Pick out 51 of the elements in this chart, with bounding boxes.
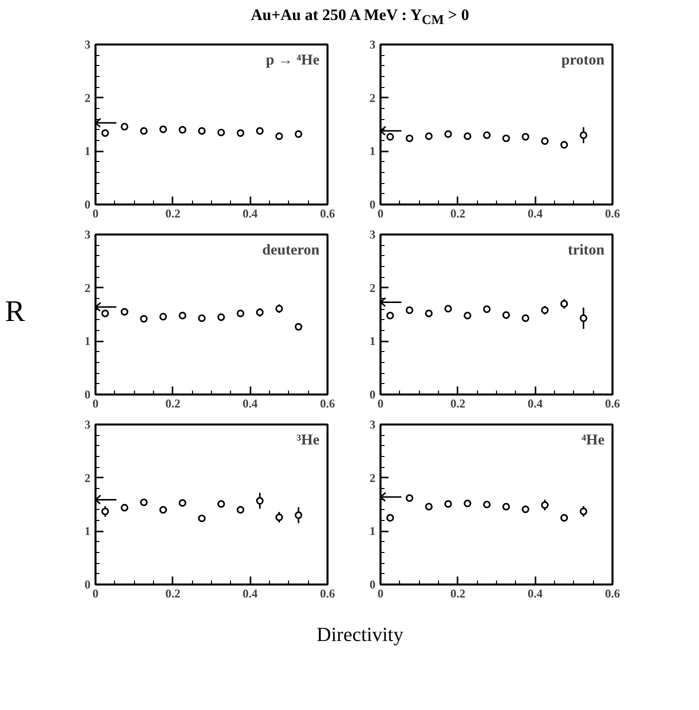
annotation: p → ⁴He [266,52,320,68]
y-tick-label: 1 [84,334,90,348]
y-tick-label: 2 [370,90,376,105]
x-tick-label: 0.2 [165,586,180,600]
y-axis-title: R [5,294,26,330]
x-tick-label: 0.4 [242,396,258,410]
x-tick-label: 0.4 [242,206,258,220]
y-tick-label: 0 [370,578,376,592]
x-tick-label: 0.6 [605,206,620,220]
x-tick-label: 0.6 [320,586,335,600]
y-tick-label: 2 [370,470,376,485]
x-tick-label: 0.4 [242,586,258,600]
y-tick-label: 1 [84,144,90,158]
y-tick-label: 0 [370,198,376,212]
x-tick-label: 0.2 [450,206,466,220]
y-tick-label: 1 [370,334,376,348]
y-tick-label: 2 [370,280,376,295]
y-tick-label: 3 [84,228,90,242]
y-tick-label: 1 [370,524,376,538]
x-tick-label: 0.4 [528,586,543,600]
x-tick-label: 0.2 [165,206,180,220]
y-tick-label: 3 [370,228,376,242]
y-tick-label: 2 [84,90,90,105]
y-tick-label: 3 [370,418,376,432]
x-axis-title: Directivity [316,623,404,648]
y-tick-label: 0 [84,198,90,212]
x-tick-label: 0.6 [605,396,620,410]
x-tick-label: 0.6 [605,586,620,600]
x-tick-label: 0.4 [528,396,543,410]
annotation: proton [561,52,606,68]
y-tick-label: 3 [84,418,90,432]
y-tick-label: 0 [84,388,90,402]
x-tick-label: 0.6 [320,396,335,410]
y-tick-label: 2 [84,280,90,295]
x-tick-label: 0.2 [165,396,180,410]
annotation: ⁴He [582,432,605,448]
y-tick-label: 1 [370,144,376,158]
annotation: ³He [296,432,320,448]
annotation: triton [568,242,606,258]
x-tick-label: 0.6 [320,206,335,220]
y-tick-label: 0 [370,388,376,402]
y-tick-label: 3 [84,38,90,52]
annotation: deuteron [262,242,320,258]
x-tick-label: 0.4 [528,206,543,220]
y-tick-label: 0 [84,578,90,592]
y-tick-label: 2 [84,470,90,485]
y-tick-label: 3 [370,38,376,52]
y-tick-label: 1 [84,524,90,538]
x-tick-label: 0.2 [450,396,466,410]
text: Au+Au at 250 A MeV : Y$_{CM}$ > 0 [250,6,470,30]
x-tick-label: 0.2 [450,586,466,600]
